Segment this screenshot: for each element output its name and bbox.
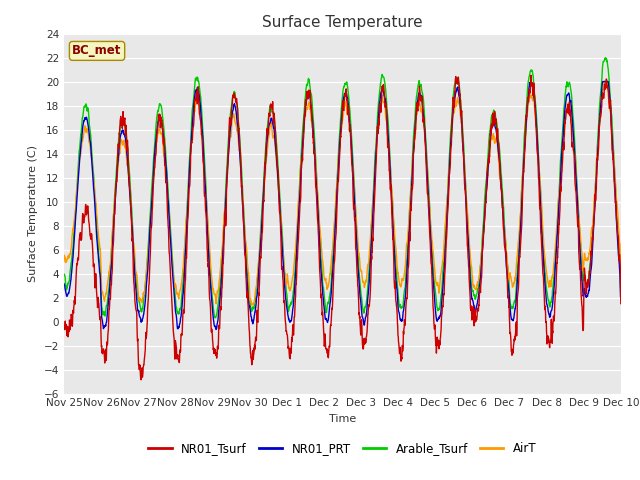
AirT <box>248 302 255 308</box>
AirT <box>617 273 625 279</box>
Arable_Tsurf <box>602 55 609 60</box>
NR01_PRT <box>617 293 625 299</box>
Title: Surface Temperature: Surface Temperature <box>262 15 422 30</box>
NR01_Tsurf <box>584 283 591 289</box>
NR01_PRT <box>599 79 607 84</box>
Line: NR01_Tsurf: NR01_Tsurf <box>64 75 621 380</box>
Arable_Tsurf <box>584 285 591 290</box>
NR01_Tsurf <box>137 377 145 383</box>
NR01_PRT <box>371 173 379 179</box>
Arable_Tsurf <box>216 289 223 295</box>
NR01_Tsurf <box>504 294 512 300</box>
AirT <box>371 174 379 180</box>
NR01_PRT <box>212 326 220 332</box>
NR01_Tsurf <box>371 191 379 196</box>
Arable_Tsurf <box>211 315 219 321</box>
NR01_PRT <box>60 281 68 287</box>
Arable_Tsurf <box>617 285 625 290</box>
NR01_Tsurf <box>617 301 625 307</box>
Line: AirT: AirT <box>64 80 621 305</box>
AirT <box>60 254 68 260</box>
NR01_Tsurf <box>568 144 576 150</box>
AirT <box>584 257 591 263</box>
AirT <box>568 119 575 124</box>
Arable_Tsurf <box>371 159 379 165</box>
X-axis label: Time: Time <box>329 414 356 424</box>
Text: BC_met: BC_met <box>72 44 122 58</box>
NR01_Tsurf <box>527 72 535 78</box>
NR01_PRT <box>504 284 512 290</box>
Arable_Tsurf <box>568 96 575 101</box>
AirT <box>604 77 611 83</box>
NR01_PRT <box>584 293 591 299</box>
AirT <box>216 277 223 283</box>
Arable_Tsurf <box>359 305 367 311</box>
NR01_Tsurf <box>216 326 223 332</box>
Arable_Tsurf <box>504 271 512 276</box>
AirT <box>504 271 512 276</box>
NR01_Tsurf <box>60 323 68 329</box>
Y-axis label: Surface Temperature (C): Surface Temperature (C) <box>28 145 38 282</box>
Legend: NR01_Tsurf, NR01_PRT, Arable_Tsurf, AirT: NR01_Tsurf, NR01_PRT, Arable_Tsurf, AirT <box>143 437 541 460</box>
AirT <box>359 279 367 285</box>
NR01_PRT <box>216 301 223 307</box>
Line: NR01_PRT: NR01_PRT <box>64 82 621 329</box>
NR01_Tsurf <box>359 343 367 349</box>
NR01_PRT <box>568 109 575 115</box>
Arable_Tsurf <box>60 272 68 277</box>
Line: Arable_Tsurf: Arable_Tsurf <box>64 58 621 318</box>
NR01_PRT <box>359 315 367 321</box>
